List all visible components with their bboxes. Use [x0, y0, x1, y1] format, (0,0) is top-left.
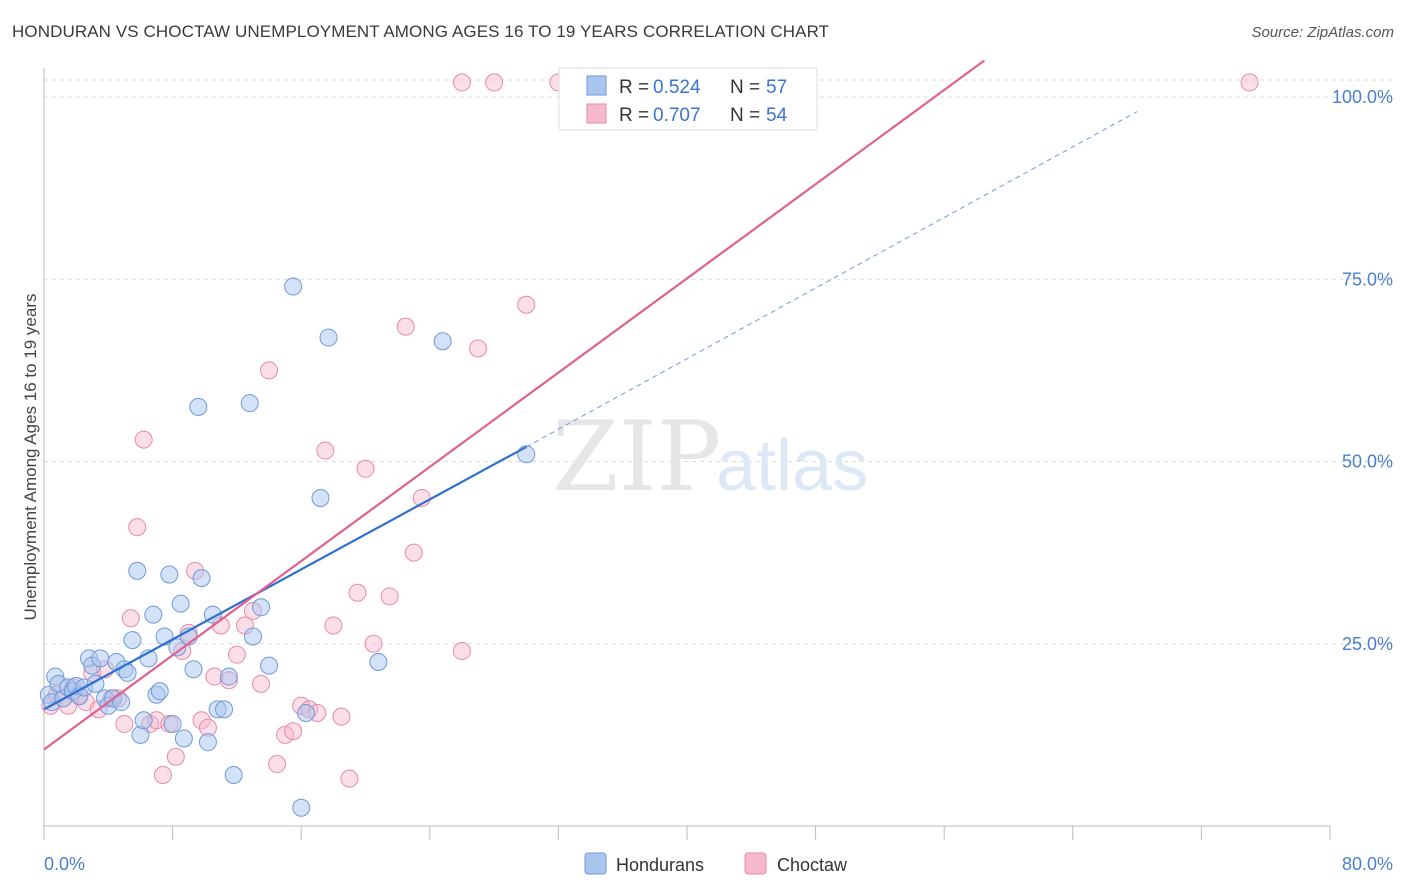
- hondurans-point: [297, 704, 316, 723]
- legend-swatch-choctaw: [586, 103, 607, 124]
- choctaw-point: [452, 642, 471, 661]
- hondurans-point: [215, 700, 234, 719]
- hondurans-point: [292, 798, 311, 817]
- choctaw-point: [404, 543, 423, 562]
- x-tick-labels: 0.0% 80.0%: [44, 854, 1393, 874]
- y-tick-label: 75.0%: [1342, 269, 1393, 289]
- hondurans-point: [184, 660, 203, 679]
- y-tick-label: 100.0%: [1332, 87, 1393, 107]
- hondurans-point: [252, 598, 271, 617]
- bottom-legend-choctaw: Choctaw: [777, 855, 848, 875]
- legend-n-value-hondurans: 57: [766, 77, 787, 98]
- hondurans-point: [198, 733, 217, 752]
- hondurans-point: [284, 277, 303, 296]
- choctaw-point: [268, 755, 287, 774]
- hondurans-point: [91, 649, 110, 668]
- choctaw-point: [452, 73, 471, 92]
- bottom-legend-hondurans: Hondurans: [616, 855, 704, 875]
- hondurans-trendline-extension: [526, 111, 1138, 448]
- hondurans-point: [134, 711, 153, 730]
- legend-n-value-choctaw: 54: [766, 105, 788, 126]
- y-axis-label: Unemployment Among Ages 16 to 19 years: [21, 294, 40, 621]
- choctaw-point: [396, 317, 415, 336]
- hondurans-points: [39, 277, 536, 817]
- x-tick-label: 80.0%: [1342, 854, 1393, 874]
- watermark-zip: ZIP: [552, 401, 721, 513]
- choctaw-point: [260, 361, 279, 380]
- legend-n-label: N =: [730, 77, 760, 98]
- choctaw-point: [316, 441, 335, 460]
- hondurans-point: [219, 667, 238, 686]
- legend-r-label: R =: [619, 77, 649, 98]
- bottom-legend-swatch-choctaw: [744, 852, 767, 875]
- watermark-atlas: atlas: [716, 426, 868, 506]
- hondurans-point: [123, 631, 142, 650]
- hondurans-point: [433, 332, 452, 351]
- hondurans-trendline: [43, 445, 527, 711]
- legend-r-value-choctaw: 0.707: [653, 105, 701, 126]
- hondurans-point: [319, 328, 338, 347]
- choctaw-point: [153, 765, 172, 784]
- choctaw-point: [517, 295, 536, 314]
- legend-swatch-hondurans: [586, 75, 607, 96]
- hondurans-point: [128, 561, 147, 580]
- y-tick-label: 50.0%: [1342, 452, 1393, 472]
- choctaw-point: [356, 459, 375, 478]
- choctaw-point: [324, 616, 343, 635]
- chart-source: Source: ZipAtlas.com: [1251, 24, 1394, 41]
- hondurans-point: [369, 652, 388, 671]
- legend-n-label-2: N =: [730, 105, 760, 126]
- legend-r-value-hondurans: 0.524: [653, 77, 701, 98]
- hondurans-point: [160, 565, 179, 584]
- bottom-legend-swatch-hondurans: [584, 852, 607, 875]
- hondurans-point: [174, 729, 193, 748]
- x-tick-label: 0.0%: [44, 854, 85, 874]
- choctaw-point: [166, 747, 185, 766]
- choctaw-point: [469, 339, 488, 358]
- choctaw-point: [364, 634, 383, 653]
- hondurans-point: [260, 656, 279, 675]
- chart-title: HONDURAN VS CHOCTAW UNEMPLOYMENT AMONG A…: [12, 22, 830, 41]
- hondurans-point: [189, 397, 208, 416]
- hondurans-point: [150, 682, 169, 701]
- hondurans-point: [224, 765, 243, 784]
- choctaw-point: [128, 518, 147, 537]
- choctaw-point: [115, 714, 134, 733]
- hondurans-point: [311, 488, 330, 507]
- y-tick-labels: 25.0% 50.0% 75.0% 100.0%: [1332, 87, 1393, 654]
- choctaw-point: [192, 711, 211, 730]
- hondurans-point: [240, 394, 259, 413]
- choctaw-trendline: [43, 59, 986, 751]
- legend: R = 0.524 N = 57 R = 0.707 N = 54: [558, 67, 818, 131]
- y-tick-label: 25.0%: [1342, 634, 1393, 654]
- legend-r-label-2: R =: [619, 105, 649, 126]
- bottom-legend: Hondurans Choctaw: [584, 852, 848, 875]
- hondurans-point: [171, 594, 190, 613]
- hondurans-point: [163, 714, 182, 733]
- choctaw-point: [332, 707, 351, 726]
- hondurans-point: [144, 605, 163, 624]
- choctaw-point: [121, 609, 140, 628]
- trendlines: [43, 59, 1138, 751]
- hondurans-point: [131, 725, 150, 744]
- choctaw-point: [1240, 73, 1259, 92]
- choctaw-point: [380, 587, 399, 606]
- choctaw-point: [348, 583, 367, 602]
- hondurans-point: [192, 569, 211, 588]
- hondurans-point: [243, 627, 262, 646]
- choctaw-point: [485, 73, 504, 92]
- choctaw-point: [134, 430, 153, 449]
- choctaw-point: [252, 674, 271, 693]
- choctaw-point: [284, 722, 303, 741]
- hondurans-point: [168, 638, 187, 657]
- hondurans-point: [517, 445, 536, 464]
- gridlines: [44, 79, 1392, 645]
- choctaw-point: [340, 769, 359, 788]
- choctaw-point: [227, 645, 246, 664]
